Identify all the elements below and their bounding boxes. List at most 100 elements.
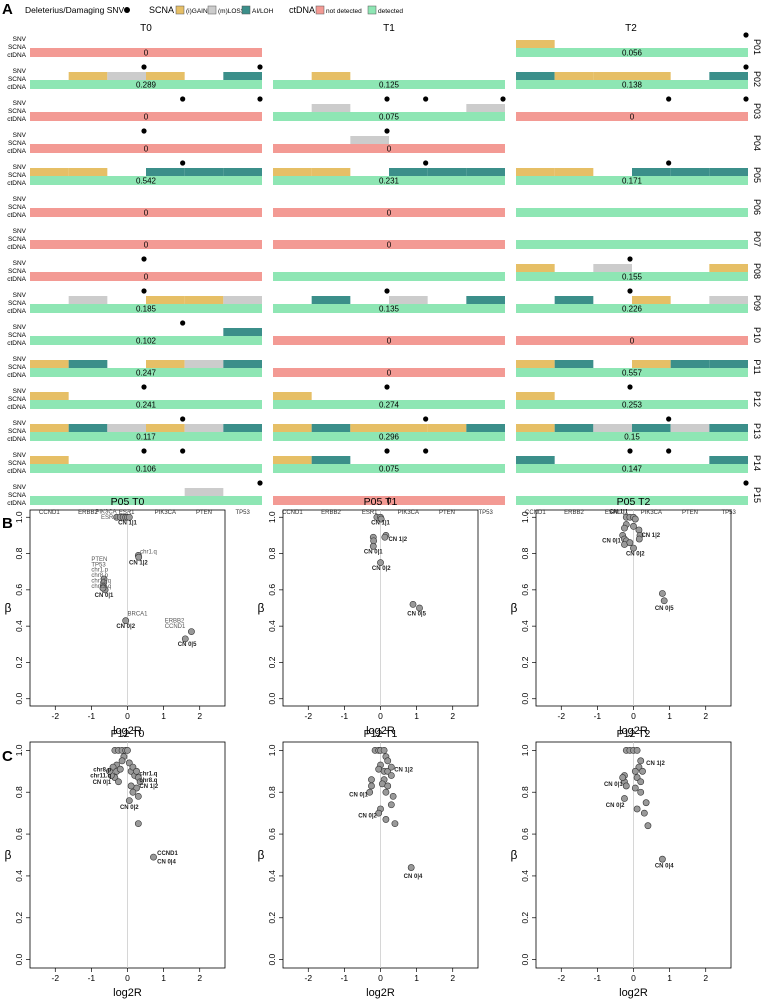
legend-detected-swatch [367,5,377,15]
ctdna-bar [30,208,262,217]
scna-segment-pten [184,168,224,176]
snv-dot-tp53 [743,32,749,38]
x-tick-label: -2 [51,973,59,983]
cell-p15-t2 [516,480,749,505]
legend-ailoh-label: AI/LOH [252,8,274,15]
point-annotation: CN 0|2 [120,805,139,811]
ctdna-value: 0.289 [136,81,157,90]
ctdna-bar [30,112,262,121]
ctdna-value: 0 [144,273,149,282]
cell-p10-t1: 0 [273,336,505,346]
ctdna-bar [516,336,748,345]
point-annotation: CN 0|5 [655,606,674,612]
cell-p12-t1: 0.274 [273,384,505,410]
row-label-ctdna: ctDNA [7,52,26,59]
scna-segment-esr1 [350,424,389,432]
row-label-scna: SCNA [8,204,27,211]
data-point [389,793,397,800]
ctdna-value: 0.185 [136,305,157,314]
row-label-scna: SCNA [8,300,27,307]
row-label-snv: SNV [13,132,27,139]
legend-not-detected-label: not detected [326,8,362,15]
y-tick-label: 0.8 [520,547,530,559]
ctdna-value: 0.102 [136,337,157,346]
row-label-snv: SNV [13,324,27,331]
snv-dot-esr1 [141,128,147,134]
ctdna-value: 0 [630,337,635,346]
patient-id: P05 [752,167,762,183]
scna-segment-pten [184,488,224,496]
row-label-snv: SNV [13,356,27,363]
row-label-scna: SCNA [8,76,27,83]
cell-p13-t1: 0.296 [273,416,505,442]
patient-id: P09 [752,295,762,311]
legend-not-detected-swatch [315,5,325,15]
scna-segment-erbb2 [311,296,351,304]
snv-dot-tp53 [257,96,263,102]
ctdna-value: 0 [144,209,149,218]
data-point [134,793,142,800]
y-axis-label: β [511,848,518,862]
scna-segment-pik3ca [389,168,428,176]
scna-segment-tp53 [223,328,262,336]
data-point [660,597,668,605]
scna-segment-tp53 [709,360,748,368]
data-point [416,604,423,612]
y-tick-label: 0.0 [267,693,277,705]
cell-p02-t2: 0.138 [516,64,749,90]
point-annotation: CN 1|2 [129,560,148,566]
row-label-ctdna: ctDNA [7,148,26,155]
cell-p05-t1: 0.231 [273,160,505,186]
x-tick-label: 1 [414,711,419,721]
x-tick-label: -2 [557,973,565,983]
row-label-scna: SCNA [8,108,27,115]
scna-segment-ccnd1 [273,392,312,400]
scna-segment-erbb2 [311,72,351,80]
x-axis-label: log2R [619,987,648,999]
row-label-scna: SCNA [8,460,27,467]
x-tick-label: -2 [557,711,565,721]
scna-segment-tp53 [466,168,505,176]
y-tick-label: 0.2 [520,656,530,668]
y-tick-label: 1.0 [14,744,24,756]
ctdna-value: 0.117 [136,433,156,442]
legend-snv-dot [124,7,130,13]
x-axis-label: log2R [366,725,395,737]
point-annotation: PTEN [91,557,107,563]
y-tick-label: 1.0 [520,744,530,756]
cell-p03-t2: 0 [516,96,749,122]
row-label-snv: SNV [13,36,27,43]
ctdna-bar [30,432,262,441]
panel-label-c: C [2,748,13,765]
plot-title: P12 T0 [111,728,145,740]
data-point [368,776,375,784]
data-point [384,782,392,790]
snv-dot-pik3ca [666,416,672,422]
ctdna-value: 0 [387,497,392,506]
data-point [637,757,645,765]
scna-segment-erbb2 [68,296,108,304]
scna-segment-tp53 [223,168,262,176]
row-label-scna: SCNA [8,428,27,435]
panel-label-a: A [2,1,13,18]
ctdna-value: 0 [630,113,635,122]
x-tick-label: 0 [631,711,636,721]
gene-label-esr1: ESR1 [362,510,378,516]
snv-dot-esr1 [384,448,390,454]
cell-p12-t0: 0.241 [30,384,262,410]
point-annotation: CN 0|2 [358,813,377,819]
scna-segment-ccnd1 [516,168,555,176]
scna-segment-ccnd1 [516,264,555,272]
ctdna-value: 0.296 [379,433,400,442]
point-annotation: CCND1 [157,851,178,857]
point-annotation: chr11.q [91,579,111,585]
scna-segment-pik3ca [632,296,671,304]
data-point [619,774,627,781]
patient-id: P14 [752,455,762,471]
scna-segment-pik3ca [632,72,671,80]
